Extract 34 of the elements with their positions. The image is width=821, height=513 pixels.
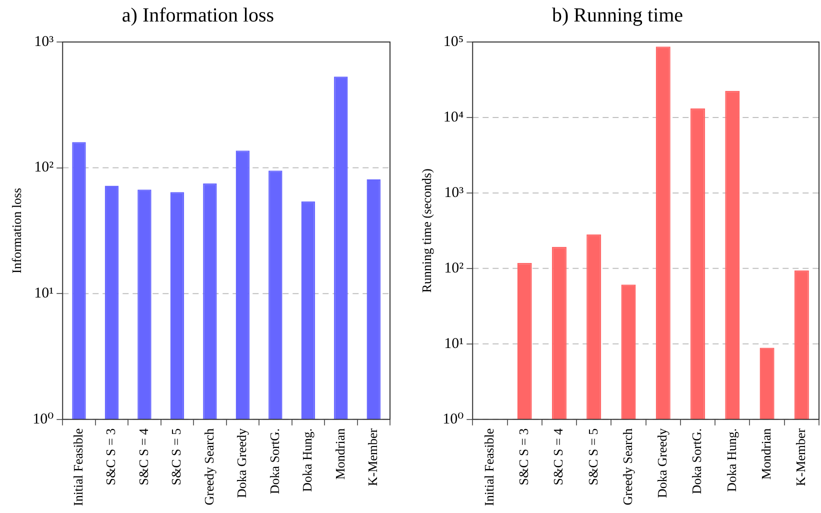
x-tick-label: S&C S = 4 [136, 428, 151, 486]
y-tick-label: 10² [34, 160, 54, 176]
x-tick-label: Doka Hung. [300, 428, 315, 492]
x-tick-label: Greedy Search [620, 428, 635, 506]
y-tick-label: 10³ [444, 184, 464, 201]
x-tick-label: Doka Greedy [234, 428, 250, 498]
x-tick-label: K-Member [365, 428, 380, 486]
y-axis-title: Information loss [9, 188, 24, 274]
x-tick-label: Mondrian [332, 428, 348, 480]
y-tick-label: 10¹ [34, 286, 54, 302]
chart-title: a) Information loss [122, 4, 274, 26]
y-tick-label: 10⁵ [443, 34, 464, 50]
y-tick-label: 10¹ [444, 336, 464, 352]
x-tick-label: Initial Feasible [481, 428, 496, 506]
x-tick-label: S&C S = 5 [585, 428, 600, 486]
y-tick-label: 10² [444, 260, 464, 276]
y-tick-label: 10⁰ [32, 411, 54, 428]
x-tick-label: S&C S = 4 [550, 428, 566, 486]
y-tick-label: 10³ [34, 34, 54, 50]
x-tick-label: S&C S = 5 [168, 428, 184, 486]
x-tick-label: K-Member [793, 428, 808, 486]
x-tick-label: Mondrian [758, 428, 774, 480]
x-tick-label: S&C S = 3 [516, 428, 531, 486]
x-tick-label: Doka SortG. [689, 428, 704, 494]
x-tick-label: Initial Feasible [70, 428, 86, 506]
y-tick-label: 10⁴ [443, 109, 464, 126]
y-tick-label: 10⁰ [442, 411, 464, 428]
x-tick-label: Doka Greedy [654, 428, 670, 498]
x-tick-label: S&C S = 3 [103, 428, 118, 486]
chart-title: b) Running time [552, 4, 684, 26]
x-tick-label: Greedy Search [201, 428, 216, 506]
x-tick-label: Doka Hung. [724, 428, 739, 492]
y-axis-title: Running time (seconds) [419, 168, 434, 293]
x-tick-label: Doka SortG. [266, 428, 282, 494]
